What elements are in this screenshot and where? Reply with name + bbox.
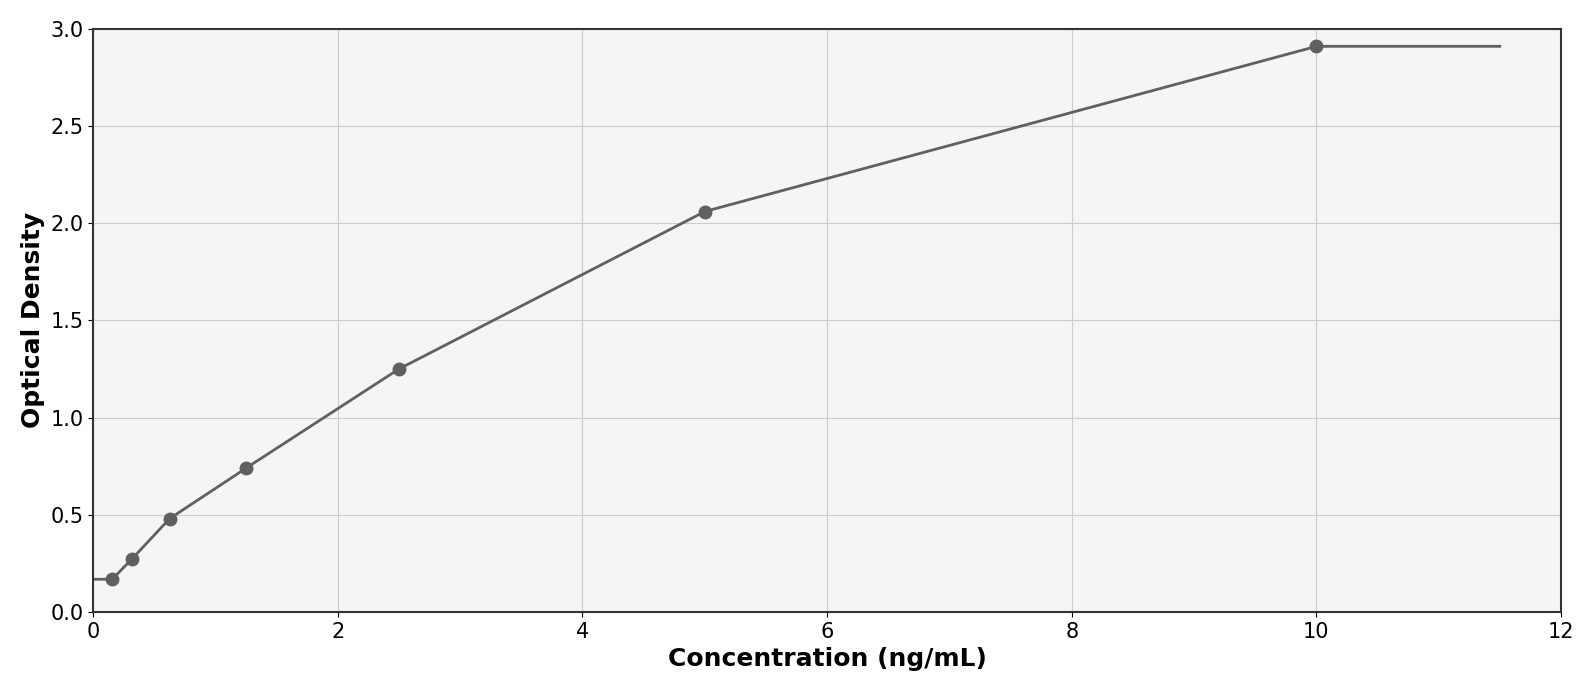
X-axis label: Concentration (ng/mL): Concentration (ng/mL) (668, 647, 987, 671)
Y-axis label: Optical Density: Optical Density (21, 212, 45, 428)
Point (1303, 41, 1329, 52)
Point (156, 513, 182, 524)
Point (233, 462, 258, 473)
Point (386, 363, 412, 374)
Point (118, 554, 144, 565)
Point (692, 206, 718, 217)
Point (99, 574, 124, 585)
